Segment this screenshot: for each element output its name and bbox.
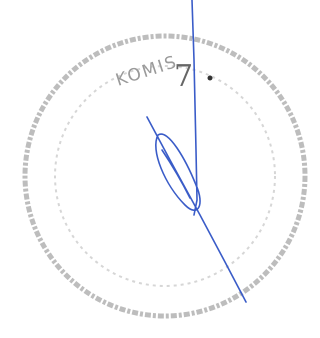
stamp-number: 7	[174, 59, 193, 94]
background	[0, 0, 309, 338]
page: {"stamp": {"text": "KOMIS", "number": "7…	[0, 0, 309, 338]
stamp-dot	[208, 76, 213, 81]
stamp-image: KOMIS 7	[0, 0, 309, 338]
